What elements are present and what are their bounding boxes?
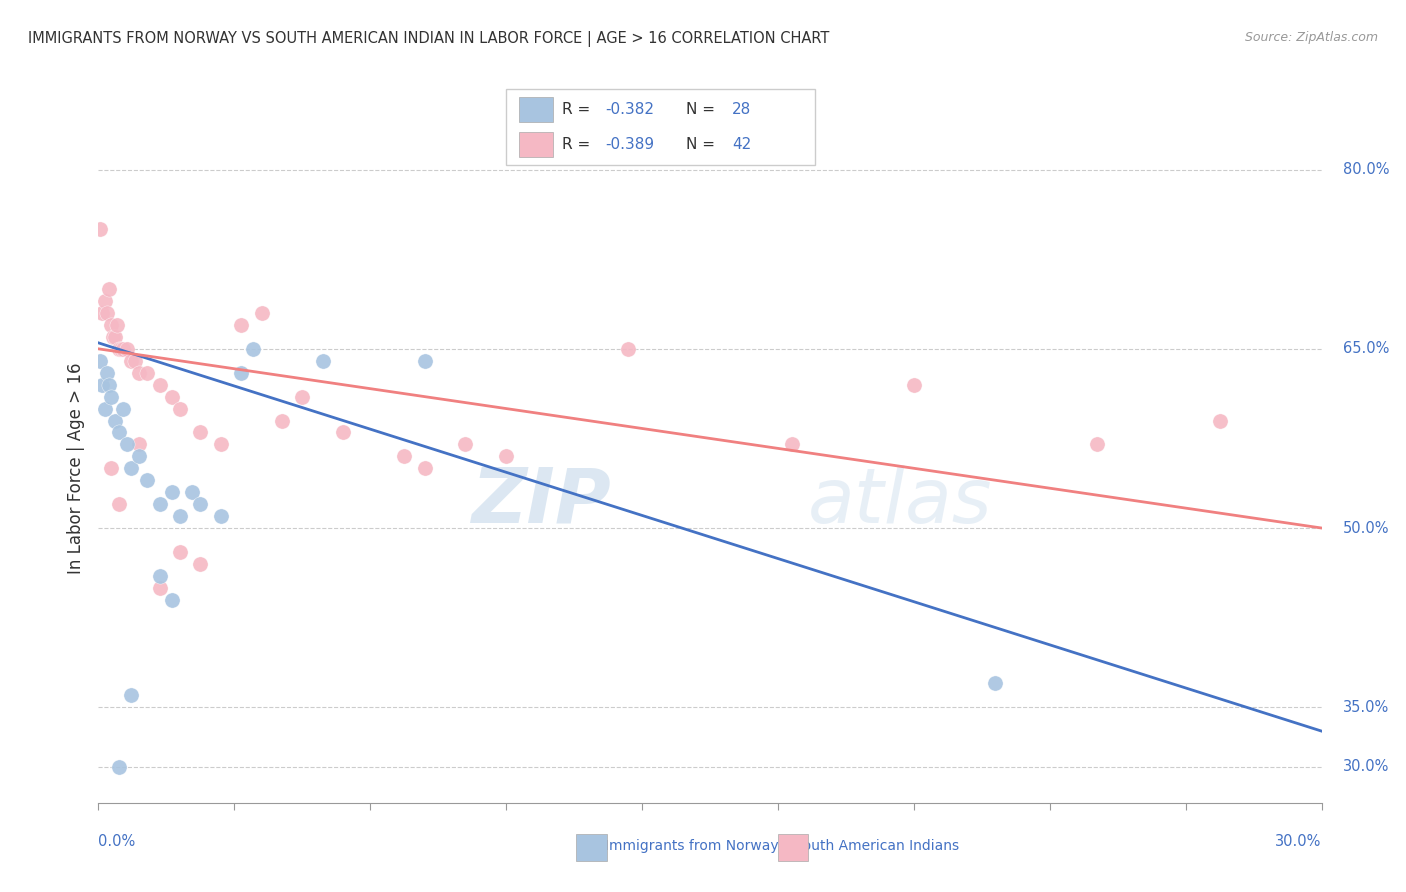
Point — [160, 592, 183, 607]
Point — [91, 377, 114, 392]
Point — [96, 366, 118, 380]
Text: 28: 28 — [733, 103, 751, 117]
Point — [136, 473, 159, 487]
Point — [495, 450, 517, 464]
Text: Source: ZipAtlas.com: Source: ZipAtlas.com — [1244, 31, 1378, 45]
Point — [903, 377, 925, 392]
Point — [231, 366, 253, 380]
Text: 42: 42 — [733, 137, 751, 152]
Point — [108, 760, 131, 774]
Point — [120, 461, 142, 475]
Point — [100, 318, 122, 332]
Point — [169, 401, 191, 416]
Point — [188, 557, 212, 571]
Text: atlas: atlas — [808, 465, 993, 539]
Point — [181, 485, 204, 500]
Point — [120, 688, 142, 702]
Point — [108, 342, 131, 356]
Point — [128, 450, 150, 464]
Point — [149, 581, 172, 595]
FancyBboxPatch shape — [519, 132, 553, 158]
Point — [110, 342, 132, 356]
Point — [250, 306, 273, 320]
Text: 30.0%: 30.0% — [1275, 834, 1322, 849]
Point — [91, 306, 114, 320]
Text: -0.382: -0.382 — [605, 103, 654, 117]
Point — [128, 437, 150, 451]
Point — [104, 413, 127, 427]
Point — [188, 425, 212, 440]
FancyBboxPatch shape — [506, 89, 815, 165]
Point — [160, 390, 183, 404]
Point — [149, 569, 172, 583]
Text: 50.0%: 50.0% — [1343, 521, 1389, 535]
Text: South American Indians: South American Indians — [794, 838, 959, 853]
Point — [105, 318, 128, 332]
Point — [111, 401, 134, 416]
Text: 35.0%: 35.0% — [1343, 699, 1389, 714]
Point — [312, 353, 335, 368]
Point — [188, 497, 212, 511]
Point — [413, 461, 436, 475]
Point — [101, 330, 124, 344]
Point — [108, 425, 131, 440]
Point — [124, 353, 146, 368]
Text: 65.0%: 65.0% — [1343, 342, 1389, 356]
Point — [89, 353, 111, 368]
Text: Immigrants from Norway: Immigrants from Norway — [605, 838, 778, 853]
Point — [291, 390, 314, 404]
FancyBboxPatch shape — [519, 97, 553, 122]
Text: R =: R = — [562, 137, 595, 152]
Point — [120, 353, 142, 368]
Point — [617, 342, 640, 356]
Point — [104, 330, 127, 344]
Text: N =: N = — [686, 103, 720, 117]
Text: ZIP: ZIP — [472, 465, 612, 539]
Point — [108, 497, 131, 511]
Point — [984, 676, 1007, 690]
Point — [242, 342, 264, 356]
Point — [209, 437, 232, 451]
Point — [160, 485, 183, 500]
Point — [128, 366, 150, 380]
Point — [115, 437, 138, 451]
Point — [169, 545, 191, 559]
Text: IMMIGRANTS FROM NORWAY VS SOUTH AMERICAN INDIAN IN LABOR FORCE | AGE > 16 CORREL: IMMIGRANTS FROM NORWAY VS SOUTH AMERICAN… — [28, 31, 830, 47]
Point — [413, 353, 436, 368]
Point — [93, 293, 115, 308]
Point — [111, 342, 134, 356]
Point — [100, 461, 122, 475]
Point — [454, 437, 477, 451]
Point — [169, 509, 191, 524]
Point — [1208, 413, 1232, 427]
Point — [392, 450, 416, 464]
Text: 0.0%: 0.0% — [98, 834, 135, 849]
Point — [97, 377, 120, 392]
Point — [231, 318, 253, 332]
Text: 80.0%: 80.0% — [1343, 162, 1389, 178]
Y-axis label: In Labor Force | Age > 16: In Labor Force | Age > 16 — [66, 362, 84, 574]
Point — [209, 509, 232, 524]
Point — [149, 377, 172, 392]
Point — [780, 437, 803, 451]
Text: R =: R = — [562, 103, 595, 117]
Point — [149, 497, 172, 511]
Point — [96, 306, 118, 320]
Point — [100, 390, 122, 404]
Point — [93, 401, 115, 416]
Point — [89, 222, 111, 236]
Text: -0.389: -0.389 — [605, 137, 654, 152]
Point — [97, 282, 120, 296]
Text: 30.0%: 30.0% — [1343, 759, 1389, 774]
Point — [270, 413, 294, 427]
Point — [136, 366, 159, 380]
Text: N =: N = — [686, 137, 720, 152]
Point — [115, 342, 138, 356]
Point — [332, 425, 354, 440]
Point — [1085, 437, 1108, 451]
